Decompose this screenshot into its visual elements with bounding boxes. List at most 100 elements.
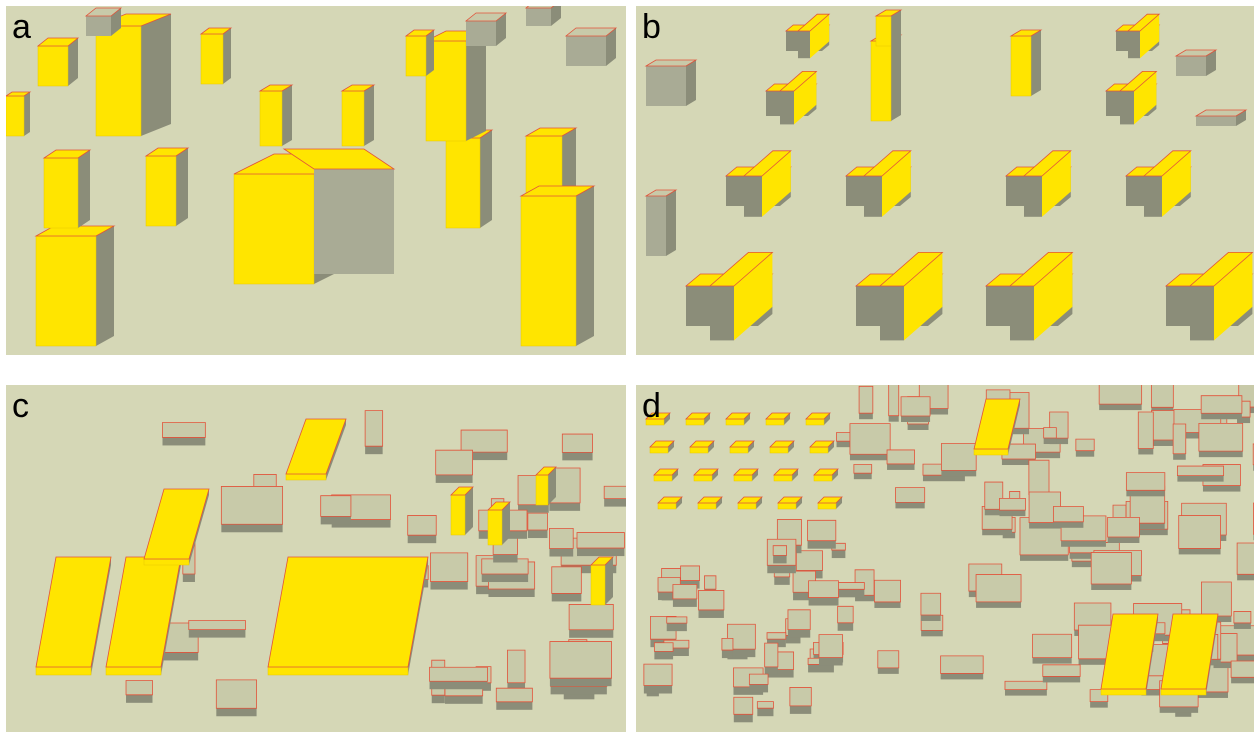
scene [643,385,1254,723]
building-front [126,694,153,703]
building-front [1029,522,1061,529]
building-top [698,590,725,611]
building-top [1022,150,1072,177]
building-front [259,90,283,147]
building-top [1125,472,1166,491]
building-front [698,609,724,618]
building-side [1140,14,1160,59]
building-front [757,708,774,717]
building-front [780,91,794,125]
building-top [549,527,574,549]
building-top [900,396,931,417]
building-front [767,565,796,574]
building-front [697,502,717,510]
building-front [1144,176,1162,217]
building-front [877,667,899,674]
building-front [1176,56,1206,76]
building-top [748,673,769,685]
building-top [708,251,774,287]
building-front [1175,710,1192,717]
building-top [886,449,915,465]
building-front [487,509,503,546]
building-top [564,27,618,37]
building-top [1052,506,1084,523]
building-front [982,529,1013,536]
building-front [808,597,839,606]
building-top [1176,465,1225,477]
building-front [999,510,1026,517]
building-front [488,588,535,597]
building-top [549,641,612,679]
building-front [1201,413,1242,420]
building-front [1019,554,1069,561]
building-front [1159,706,1199,713]
building-front [798,31,810,59]
building-side [796,497,802,509]
building-top [1233,611,1252,624]
building-side [68,38,78,86]
building-front [566,36,606,66]
building-front [773,474,793,482]
scene [6,6,618,347]
building-front [445,137,481,229]
building-front [976,601,1022,608]
panel-b: b [636,6,1254,355]
building-front [813,474,833,482]
building-front [853,473,872,480]
building-top [725,412,751,420]
building-top [733,468,759,476]
building-side [1236,110,1246,126]
building-front [653,474,673,482]
building-top [404,29,436,37]
building-top [849,423,891,455]
building-side [176,148,188,226]
building-side [1034,252,1073,341]
building-top [1100,613,1159,690]
building-top [282,148,396,170]
building-top [144,147,190,157]
building-front [1075,450,1095,457]
building-front [331,519,391,528]
building-front [1151,439,1175,446]
building-side [716,497,722,509]
building-front [646,66,686,106]
building-top [773,468,799,476]
building-front [162,437,206,446]
building-top [1028,491,1062,523]
building-top [35,556,112,668]
building-front [666,623,687,632]
building-side [784,413,790,425]
building-front [143,558,190,566]
building-top [689,440,715,448]
building-front [105,666,162,676]
building-side [756,497,762,509]
building-front [1231,677,1254,684]
building-front [807,540,836,549]
building-front [1049,438,1069,445]
building-top [999,497,1026,511]
building-side [824,413,830,425]
building-top [777,496,803,504]
building-top [834,582,865,590]
building-front [733,686,764,695]
building-front [520,195,577,347]
building-side [605,557,613,605]
building-front [1130,523,1165,530]
building-front [95,25,142,137]
building-top [737,496,763,504]
building-front [733,474,753,482]
building-front [1198,451,1243,458]
building-side [141,14,171,136]
building-top [1172,423,1187,455]
building-front [200,33,224,85]
building-front [549,678,612,687]
building-front [569,629,614,638]
building-front [1128,31,1140,59]
building-front [285,473,327,481]
building-front [604,498,626,507]
building-front [1010,35,1032,97]
building-front [518,504,549,513]
building-front [43,157,79,229]
building-top [742,150,792,177]
building-front [658,592,681,601]
